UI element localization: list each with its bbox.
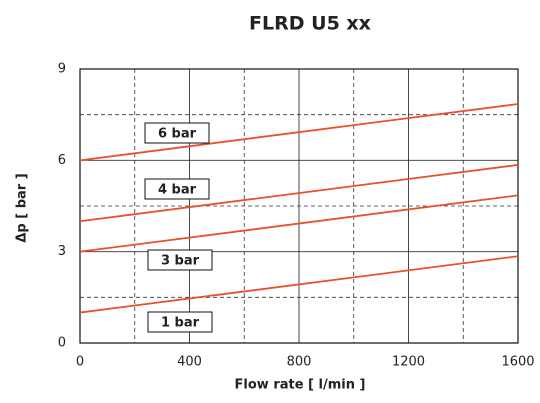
x-tick-label: 400 (177, 355, 202, 370)
x-tick-label: 1200 (392, 355, 425, 370)
x-tick-label: 800 (287, 355, 312, 370)
y-tick-label: 3 (58, 244, 66, 259)
y-tick-label: 6 (58, 153, 66, 168)
series-label: 3 bar (161, 254, 200, 269)
label-box (147, 249, 213, 271)
chart-title: FLRD U5 xx (249, 13, 371, 35)
series-label: 4 bar (158, 183, 197, 198)
series-line (79, 255, 519, 314)
series-line (79, 164, 519, 223)
y-tick-label: 0 (58, 336, 66, 351)
y-tick-label: 9 (58, 62, 66, 77)
plot-frame (79, 68, 519, 344)
series-label: 6 bar (158, 127, 197, 142)
series-label: 1 bar (161, 316, 200, 331)
x-axis-label: Flow rate [ l/min ] (235, 378, 366, 393)
label-box (147, 311, 213, 333)
series-line (79, 194, 519, 253)
series-line (79, 103, 519, 162)
x-tick-label: 0 (76, 355, 84, 370)
label-box (144, 178, 210, 200)
x-tick-label: 1600 (501, 355, 534, 370)
y-axis-label: Δp [ bar ] (15, 173, 30, 242)
label-box (144, 122, 210, 144)
